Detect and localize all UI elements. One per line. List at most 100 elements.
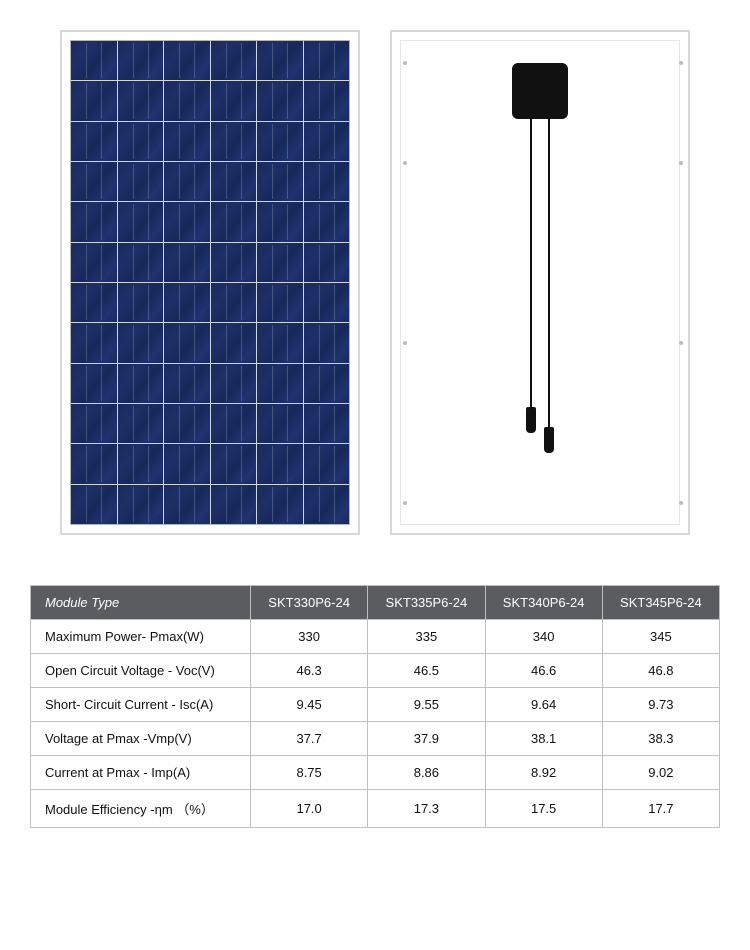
solar-cell xyxy=(257,283,303,322)
mount-hole xyxy=(679,61,683,65)
solar-cell xyxy=(257,202,303,241)
solar-cell xyxy=(71,323,117,362)
mount-hole xyxy=(403,161,407,165)
mc4-connector-left xyxy=(526,407,536,433)
solar-cell xyxy=(118,485,164,524)
solar-cell xyxy=(71,364,117,403)
solar-cell xyxy=(257,81,303,120)
cell-value: 46.6 xyxy=(485,654,602,688)
cell-value: 330 xyxy=(251,620,368,654)
solar-cell xyxy=(304,485,350,524)
solar-cell xyxy=(164,364,210,403)
cell-value: 8.92 xyxy=(485,756,602,790)
cell-value: 9.73 xyxy=(602,688,719,722)
solar-cell xyxy=(211,404,257,443)
solar-cell xyxy=(164,404,210,443)
solar-cell xyxy=(164,243,210,282)
solar-cell xyxy=(118,122,164,161)
solar-cell xyxy=(211,323,257,362)
solar-cell xyxy=(118,364,164,403)
solar-cell xyxy=(257,323,303,362)
solar-cell xyxy=(71,485,117,524)
solar-cell xyxy=(164,81,210,120)
cell-value: 46.3 xyxy=(251,654,368,688)
cell-value: 17.7 xyxy=(602,790,719,828)
panel-back-surface xyxy=(400,40,680,525)
solar-cell xyxy=(257,485,303,524)
solar-cell xyxy=(211,162,257,201)
solar-cell xyxy=(211,444,257,483)
mount-hole xyxy=(403,341,407,345)
mount-hole xyxy=(679,501,683,505)
cell-value: 340 xyxy=(485,620,602,654)
solar-cell xyxy=(71,41,117,80)
solar-cell xyxy=(118,283,164,322)
cell-value: 46.8 xyxy=(602,654,719,688)
table-row: Voltage at Pmax -Vmp(V)37.737.938.138.3 xyxy=(31,722,720,756)
solar-cell xyxy=(304,122,350,161)
cell-value: 38.1 xyxy=(485,722,602,756)
cell-value: 8.75 xyxy=(251,756,368,790)
mount-hole xyxy=(679,341,683,345)
solar-cell xyxy=(164,162,210,201)
cell-value: 17.3 xyxy=(368,790,485,828)
solar-cell xyxy=(71,202,117,241)
row-label: Short- Circuit Current - Isc(A) xyxy=(31,688,251,722)
solar-cell xyxy=(118,323,164,362)
cell-value: 37.9 xyxy=(368,722,485,756)
row-label: Open Circuit Voltage - Voc(V) xyxy=(31,654,251,688)
solar-cell xyxy=(304,283,350,322)
solar-cell xyxy=(164,202,210,241)
cell-value: 46.5 xyxy=(368,654,485,688)
cell-value: 17.0 xyxy=(251,790,368,828)
cable-left xyxy=(530,119,532,409)
table-row: Current at Pmax - Imp(A)8.758.868.929.02 xyxy=(31,756,720,790)
solar-cell xyxy=(118,444,164,483)
table-header-row: Module Type SKT330P6-24 SKT335P6-24 SKT3… xyxy=(31,586,720,620)
solar-cell xyxy=(257,122,303,161)
junction-box xyxy=(512,63,568,119)
table-row: Module Efficiency -ηm （%）17.017.317.517.… xyxy=(31,790,720,828)
solar-cell xyxy=(211,485,257,524)
solar-cell xyxy=(71,283,117,322)
solar-cell xyxy=(257,41,303,80)
solar-cell xyxy=(257,444,303,483)
row-label: Voltage at Pmax -Vmp(V) xyxy=(31,722,251,756)
solar-cell xyxy=(71,444,117,483)
panel-images xyxy=(30,30,720,535)
cell-value: 9.55 xyxy=(368,688,485,722)
table-row: Short- Circuit Current - Isc(A)9.459.559… xyxy=(31,688,720,722)
cell-value: 17.5 xyxy=(485,790,602,828)
cell-value: 9.02 xyxy=(602,756,719,790)
solar-cell xyxy=(211,122,257,161)
solar-cell xyxy=(257,404,303,443)
solar-cell xyxy=(211,364,257,403)
cell-value: 345 xyxy=(602,620,719,654)
solar-cell xyxy=(164,41,210,80)
cell-value: 37.7 xyxy=(251,722,368,756)
solar-cell xyxy=(118,202,164,241)
solar-cell xyxy=(211,243,257,282)
solar-cell xyxy=(71,81,117,120)
mount-hole xyxy=(403,61,407,65)
header-col-3: SKT340P6-24 xyxy=(485,586,602,620)
solar-cell xyxy=(257,162,303,201)
cell-value: 9.64 xyxy=(485,688,602,722)
solar-cell xyxy=(164,485,210,524)
mc4-connector-right xyxy=(544,427,554,453)
solar-cell xyxy=(304,162,350,201)
row-label: Current at Pmax - Imp(A) xyxy=(31,756,251,790)
solar-cell xyxy=(304,202,350,241)
solar-cell xyxy=(71,404,117,443)
solar-cell xyxy=(304,243,350,282)
solar-cell xyxy=(304,404,350,443)
cell-value: 38.3 xyxy=(602,722,719,756)
header-module-type: Module Type xyxy=(31,586,251,620)
solar-cell xyxy=(118,81,164,120)
solar-cell xyxy=(211,283,257,322)
solar-cell xyxy=(164,444,210,483)
mount-hole xyxy=(679,161,683,165)
header-col-1: SKT330P6-24 xyxy=(251,586,368,620)
solar-cell xyxy=(304,444,350,483)
solar-cell xyxy=(71,243,117,282)
